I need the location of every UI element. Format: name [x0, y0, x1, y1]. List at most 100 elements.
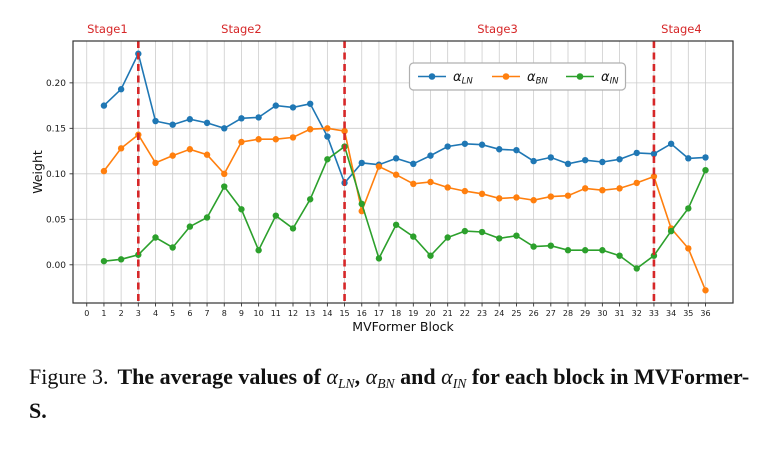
- data-point-alpha-in: [650, 252, 658, 259]
- x-tick-label: 12: [288, 309, 298, 318]
- x-tick-label: 24: [494, 309, 504, 318]
- legend-marker-alpha-in: [576, 73, 584, 80]
- data-point-alpha-ln: [221, 125, 228, 132]
- data-point-alpha-bn: [581, 185, 589, 192]
- data-point-alpha-ln: [444, 143, 451, 150]
- data-point-alpha-bn: [117, 145, 125, 152]
- data-point-alpha-bn: [564, 192, 572, 199]
- data-point-alpha-bn: [289, 134, 297, 141]
- data-point-alpha-in: [702, 166, 709, 174]
- data-point-alpha-bn: [702, 287, 709, 294]
- data-point-alpha-in: [599, 247, 606, 254]
- data-point-alpha-in: [444, 234, 451, 241]
- data-point-alpha-ln: [650, 150, 658, 158]
- data-point-alpha-ln: [117, 86, 125, 93]
- data-point-alpha-ln: [461, 140, 469, 147]
- y-axis-label: Weight: [30, 150, 45, 194]
- data-point-alpha-ln: [203, 119, 211, 127]
- caption-segment: ,: [354, 364, 366, 389]
- x-axis-label: MVFormer Block: [352, 319, 454, 334]
- x-tick-label: 35: [683, 309, 693, 318]
- data-point-alpha-ln: [186, 116, 194, 123]
- data-point-alpha-ln: [427, 152, 434, 159]
- x-tick-label: 34: [666, 309, 676, 318]
- data-point-alpha-in: [616, 252, 623, 259]
- series-alpha-in: [100, 143, 709, 272]
- series-line-alpha-in: [103, 145, 707, 270]
- data-point-alpha-ln: [564, 160, 572, 168]
- data-point-alpha-ln: [702, 154, 709, 161]
- x-tick-label: 17: [374, 309, 384, 318]
- data-point-alpha-bn: [238, 138, 245, 146]
- data-point-alpha-bn: [392, 171, 400, 178]
- x-tick-label: 36: [700, 309, 710, 318]
- data-point-alpha-in: [513, 232, 520, 239]
- x-tick-label: 4: [153, 309, 158, 318]
- y-tick-label: 0.10: [46, 170, 66, 180]
- chart-grid: [73, 41, 733, 303]
- data-point-alpha-bn: [272, 136, 280, 143]
- legend-marker-alpha-ln: [428, 73, 436, 80]
- data-point-alpha-bn: [478, 190, 486, 198]
- data-point-alpha-ln: [152, 117, 159, 125]
- x-tick-label: 2: [119, 309, 124, 318]
- data-point-alpha-bn: [255, 136, 262, 143]
- x-tick-label: 14: [322, 309, 332, 318]
- data-point-alpha-ln: [410, 160, 417, 168]
- series-alpha-bn: [100, 125, 709, 294]
- data-point-alpha-ln: [496, 146, 503, 153]
- data-point-alpha-in: [100, 257, 108, 265]
- data-point-alpha-bn: [427, 178, 434, 186]
- data-point-alpha-ln: [616, 156, 623, 163]
- y-tick-label: 0.05: [46, 215, 66, 225]
- data-point-alpha-ln: [478, 141, 486, 148]
- data-point-alpha-in: [478, 228, 486, 236]
- data-point-alpha-bn: [186, 146, 194, 153]
- data-point-alpha-ln: [685, 155, 692, 162]
- data-point-alpha-in: [427, 252, 434, 259]
- data-point-alpha-bn: [221, 170, 228, 178]
- data-point-alpha-in: [581, 247, 589, 254]
- caption-segment: The average values of: [117, 364, 327, 389]
- caption-segment: α: [326, 364, 338, 389]
- data-point-alpha-ln: [255, 114, 262, 121]
- x-tick-label: 31: [614, 309, 624, 318]
- caption-segment: α: [441, 364, 453, 389]
- data-point-alpha-in: [169, 244, 176, 251]
- data-point-alpha-in: [203, 214, 211, 221]
- data-point-alpha-ln: [358, 159, 365, 167]
- data-point-alpha-in: [221, 183, 228, 190]
- alpha-weights-chart: 0 1 2 3 4 5 6 7 8 9 10 11 12 13 14 15 16 17 18 19 20 21 22 23 24…: [30, 22, 734, 334]
- data-point-alpha-in: [375, 255, 383, 262]
- data-point-alpha-bn: [341, 127, 348, 135]
- x-tick-label: 13: [305, 309, 315, 318]
- caption-segment: for each block in MVFormer-S.: [29, 364, 750, 424]
- data-point-alpha-in: [255, 247, 262, 254]
- x-tick-label: 9: [239, 309, 244, 318]
- data-point-alpha-bn: [169, 152, 176, 159]
- series-line-alpha-bn: [103, 127, 707, 291]
- data-point-alpha-ln: [169, 121, 176, 128]
- plot-border: [72, 40, 734, 304]
- data-point-alpha-bn: [633, 179, 640, 187]
- data-point-alpha-ln: [599, 158, 606, 166]
- data-point-alpha-bn: [616, 185, 623, 192]
- data-point-alpha-ln: [392, 155, 400, 162]
- data-point-alpha-in: [186, 223, 194, 230]
- x-tick-label: 7: [205, 309, 210, 318]
- x-tick-label: 25: [511, 309, 521, 318]
- caption-segment: α: [365, 364, 378, 389]
- caption-segment: and: [394, 364, 442, 389]
- x-tick-label: 32: [632, 309, 642, 318]
- x-tick-label: 30: [597, 309, 607, 318]
- data-point-alpha-in: [152, 234, 159, 241]
- data-point-alpha-in: [410, 233, 417, 240]
- x-tick-label: 18: [391, 309, 401, 318]
- x-tick-label: 1: [101, 309, 106, 318]
- x-tick-label: 10: [254, 309, 264, 318]
- data-point-alpha-in: [633, 265, 640, 272]
- data-point-alpha-ln: [530, 157, 537, 165]
- data-point-alpha-in: [306, 196, 314, 203]
- data-point-alpha-in: [289, 225, 297, 232]
